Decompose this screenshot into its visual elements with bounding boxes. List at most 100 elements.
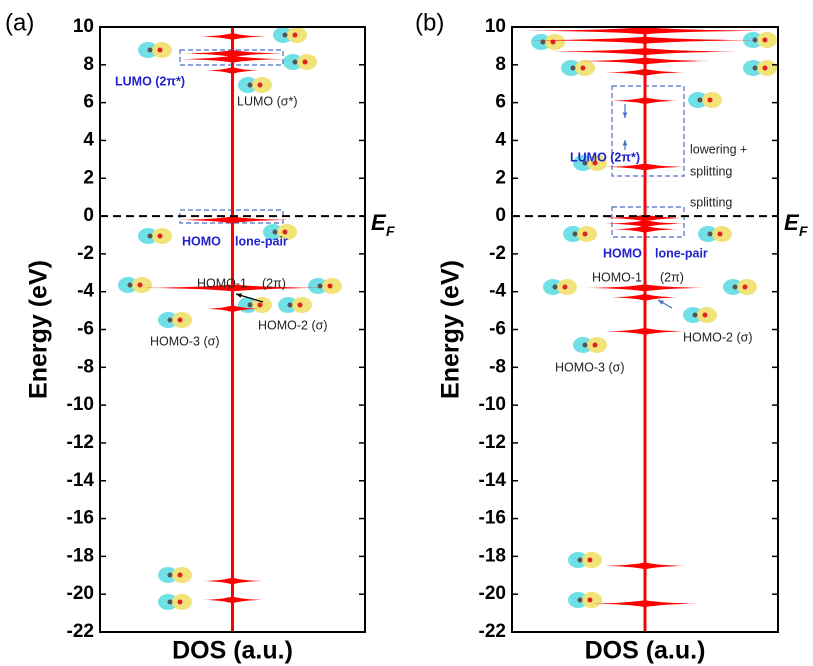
fermi-label: E xyxy=(371,210,387,235)
annotation: LUMO (2π*) xyxy=(570,150,640,164)
atom xyxy=(292,59,298,65)
dos-peak xyxy=(203,596,262,604)
atom xyxy=(752,65,758,71)
y-tick-label: -20 xyxy=(479,583,506,604)
y-tick-label: -22 xyxy=(479,621,506,642)
highlight-box xyxy=(611,206,685,238)
annotation: LUMO (σ*) xyxy=(237,94,298,108)
annotation: HOMO-2 (σ) xyxy=(258,318,328,332)
dos-peak xyxy=(179,55,286,63)
atom xyxy=(577,597,583,603)
dos-peak xyxy=(142,284,323,292)
annotation: HOMO-3 (σ) xyxy=(150,334,220,348)
annotation: splitting xyxy=(690,164,732,178)
y-tick-label: 0 xyxy=(83,205,94,226)
y-tick-label: 8 xyxy=(83,54,94,75)
atom xyxy=(742,284,748,290)
dos-peak xyxy=(611,225,679,233)
atom xyxy=(247,302,253,308)
dos-peak xyxy=(206,66,259,74)
atom xyxy=(282,32,288,38)
annotation: lone-pair xyxy=(655,246,708,260)
y-tick-label: -6 xyxy=(77,319,94,340)
y-tick-label: 0 xyxy=(495,205,506,226)
atom xyxy=(582,231,588,237)
y-tick-label: -4 xyxy=(77,281,94,302)
y-tick-label: -8 xyxy=(77,356,94,377)
fermi-label: E xyxy=(784,210,800,235)
atom xyxy=(577,557,583,563)
y-tick-label: 2 xyxy=(495,167,506,188)
atom xyxy=(292,32,298,38)
y-tick-label: -18 xyxy=(479,545,506,566)
atom xyxy=(572,231,578,237)
atom xyxy=(282,229,288,235)
y-tick-label: -8 xyxy=(489,356,506,377)
y-tick-label: -20 xyxy=(67,583,94,604)
atom xyxy=(147,233,153,239)
fermi-label-sub: F xyxy=(386,223,395,239)
dos-peak xyxy=(591,600,699,608)
atom xyxy=(257,302,263,308)
dos-peak xyxy=(605,214,685,222)
y-tick-label: 6 xyxy=(83,92,94,113)
atom xyxy=(167,317,173,323)
dos-peak xyxy=(605,68,685,76)
atom xyxy=(272,229,278,235)
atom xyxy=(157,233,163,239)
annotation: lone-pair xyxy=(235,234,288,248)
annotation: LUMO (2π*) xyxy=(115,74,185,88)
y-tick-label: 8 xyxy=(495,54,506,75)
atom xyxy=(587,597,593,603)
atom xyxy=(582,160,588,166)
atom xyxy=(692,312,698,318)
atom xyxy=(540,39,546,45)
annotation: splitting xyxy=(690,195,732,209)
y-tick-label: -18 xyxy=(67,545,94,566)
panel-label: (a) xyxy=(5,9,34,36)
dos-peak xyxy=(605,327,685,335)
fermi-label-sub: F xyxy=(799,223,808,239)
atom xyxy=(167,599,173,605)
y-tick-label: -16 xyxy=(67,508,94,529)
atom xyxy=(552,284,558,290)
atom xyxy=(317,283,323,289)
y-tick-label: 2 xyxy=(83,167,94,188)
dos-peak xyxy=(203,577,262,585)
dos-peak xyxy=(176,216,289,224)
atom xyxy=(302,59,308,65)
panel-label: (b) xyxy=(415,9,444,36)
atom xyxy=(147,47,153,53)
y-tick-label: 6 xyxy=(495,92,506,113)
y-tick-label: 10 xyxy=(485,16,506,37)
atom xyxy=(177,599,183,605)
annotation: (2π) xyxy=(262,276,286,290)
atom xyxy=(717,231,723,237)
y-tick-label: -2 xyxy=(77,243,94,264)
atom xyxy=(177,572,183,578)
annotation: HOMO-3 (σ) xyxy=(555,360,625,374)
annotation: HOMO-1 xyxy=(197,276,247,290)
y-axis-label: Energy (eV) xyxy=(437,260,465,399)
arrow-head xyxy=(622,112,628,118)
y-tick-label: -4 xyxy=(489,281,506,302)
arrow-head xyxy=(622,140,628,146)
atom xyxy=(562,284,568,290)
y-tick-label: -14 xyxy=(67,470,95,491)
annotation: HOMO xyxy=(603,246,642,260)
dos-peak xyxy=(531,36,759,44)
atom xyxy=(697,97,703,103)
atom xyxy=(137,282,143,288)
dos-peak xyxy=(585,284,705,292)
dos-peak xyxy=(578,57,712,65)
dos-peak xyxy=(182,49,283,57)
y-tick-label: -10 xyxy=(67,394,94,415)
atom xyxy=(287,302,293,308)
dos-peak xyxy=(199,32,266,40)
annotation: lowering + xyxy=(690,142,747,156)
atom xyxy=(570,65,576,71)
dos-peak xyxy=(611,97,679,105)
atom xyxy=(582,342,588,348)
